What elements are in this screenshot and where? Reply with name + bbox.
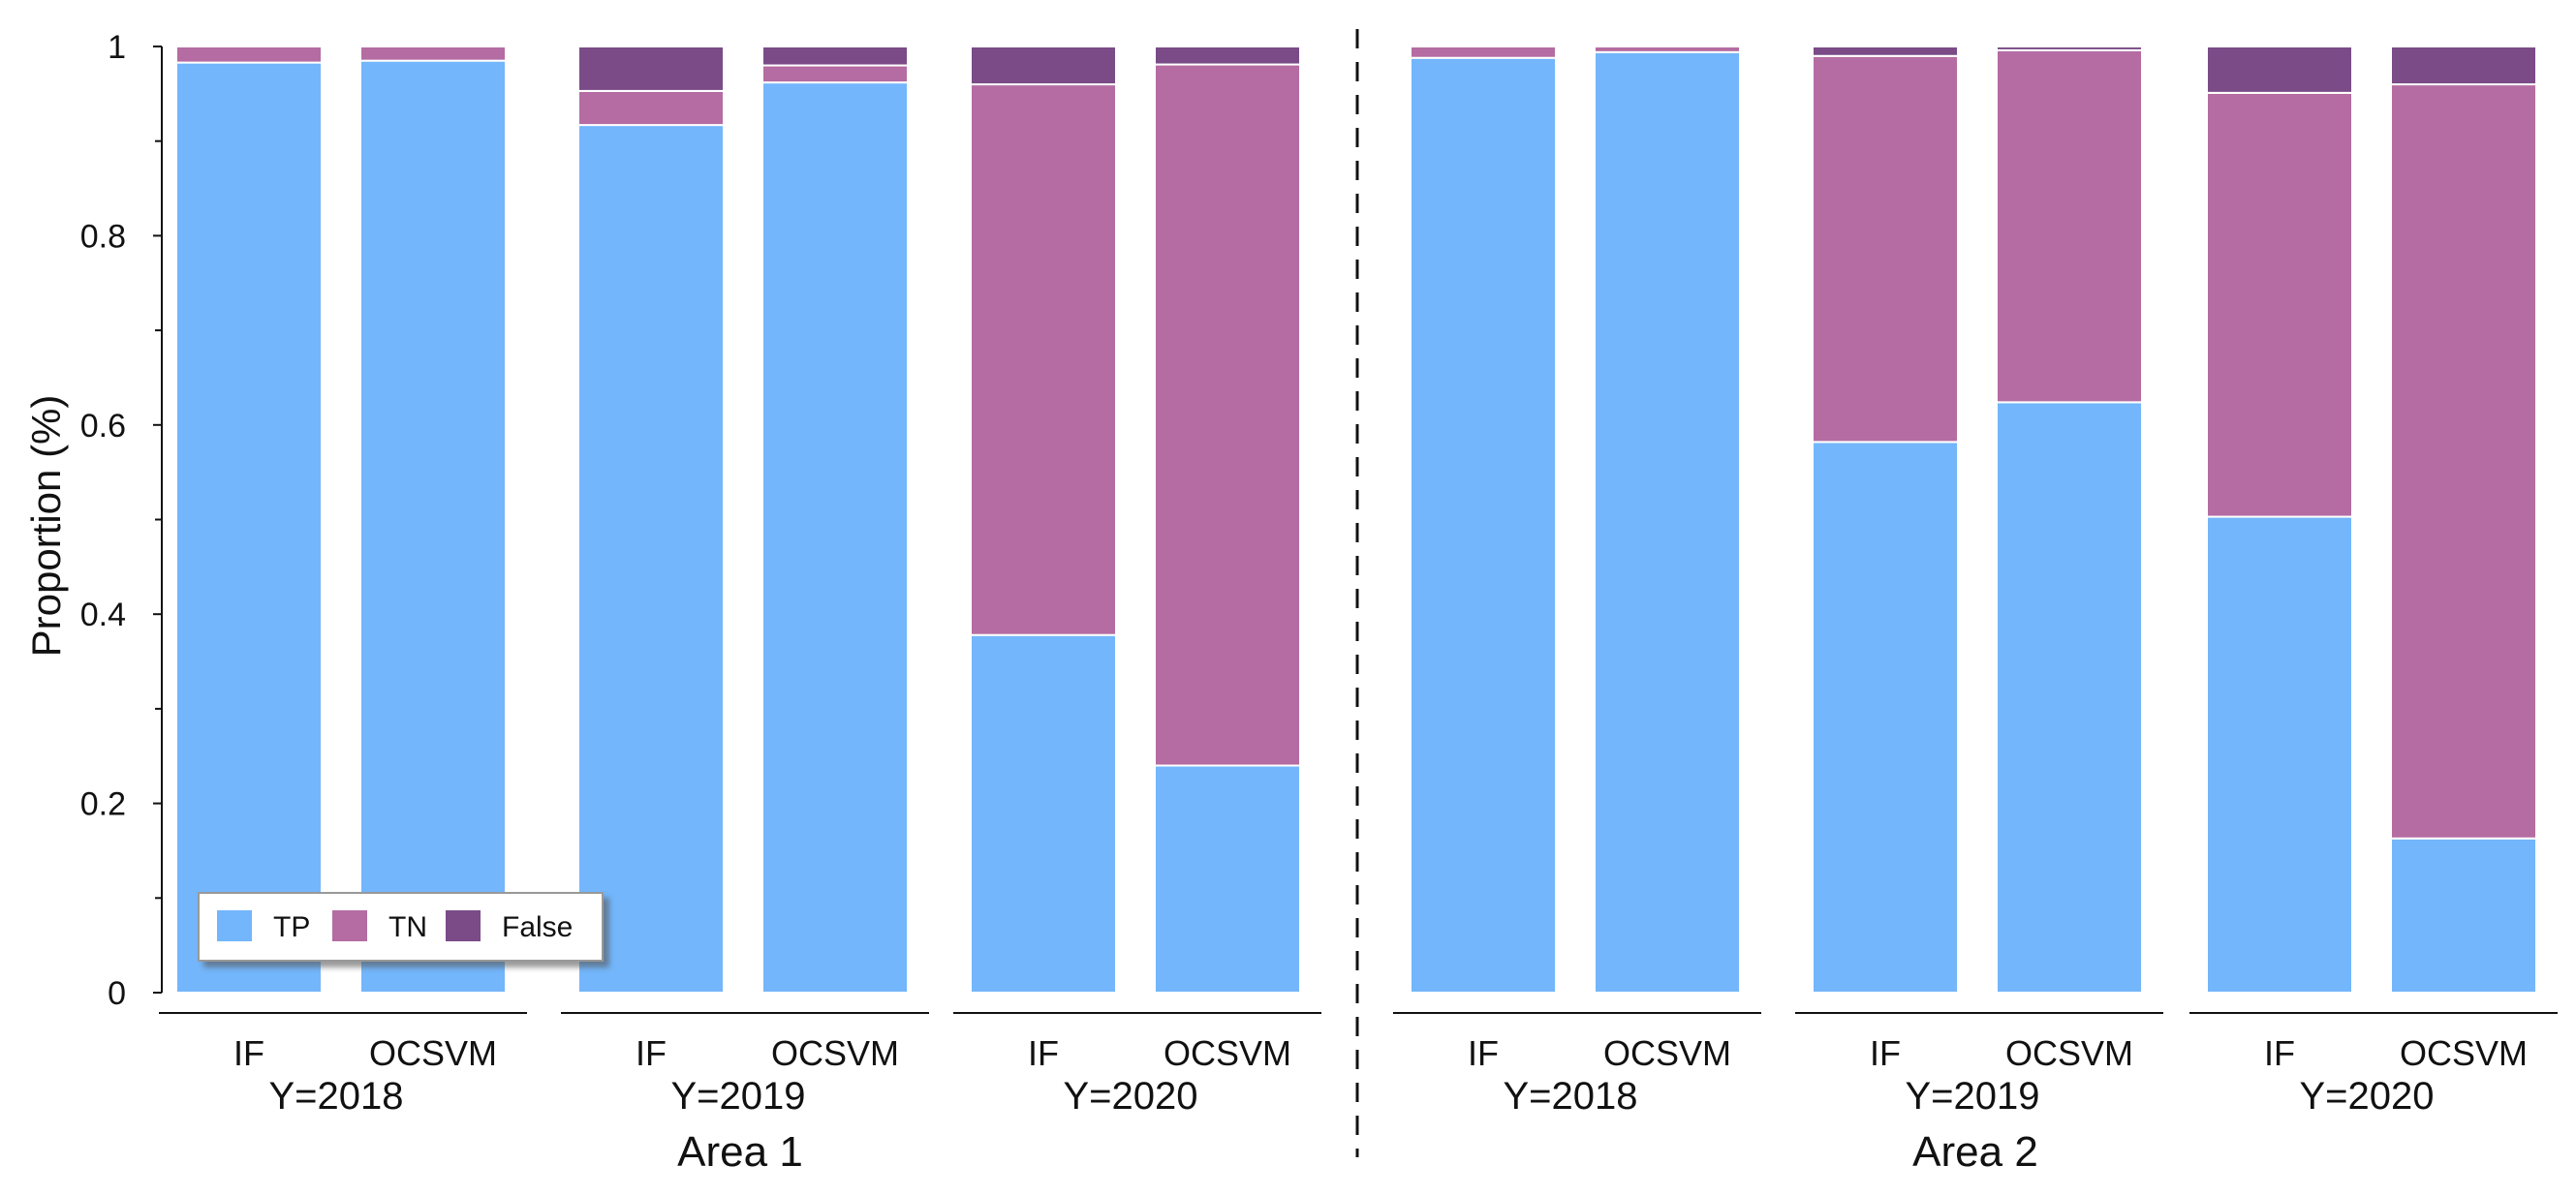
bar-segment-tp — [577, 124, 725, 994]
bar-segment-tn — [970, 83, 1117, 636]
bars — [175, 46, 2537, 995]
method-label: IF — [1028, 1033, 1059, 1073]
bar-segment-false — [761, 46, 909, 67]
bar-segment-tp — [2390, 837, 2537, 995]
bar-segment-tp — [1812, 441, 1959, 994]
method-label: IF — [2264, 1033, 2295, 1073]
method-label: OCSVM — [2005, 1033, 2133, 1073]
bar-segment-tn — [761, 64, 909, 84]
y-tick-label: 0.4 — [80, 597, 126, 633]
method-label: OCSVM — [1603, 1033, 1731, 1073]
bar-segment-tn — [2390, 83, 2537, 840]
legend-label-tn: TN — [388, 911, 427, 943]
bar-segment-tn — [359, 46, 507, 62]
legend-swatch-tn — [332, 910, 367, 941]
bar-segment-tp — [1594, 50, 1741, 994]
bar-segment-tp — [761, 81, 909, 995]
area-label: Area 2 — [1912, 1128, 2038, 1176]
bar-segment-false — [970, 46, 1117, 86]
y-axis-title: Proportion (%) — [23, 395, 69, 658]
y-tick-label: 0.8 — [80, 218, 126, 255]
y-tick-label: 0 — [108, 975, 126, 1012]
area-label: Area 1 — [677, 1128, 803, 1176]
bar-segment-false — [1996, 46, 2143, 51]
bar-segment-tn — [2206, 91, 2353, 518]
legend-box — [198, 892, 604, 962]
method-label: IF — [1870, 1033, 1901, 1073]
bar-segment-tp — [1410, 56, 1557, 994]
bar-segment-tp — [175, 61, 323, 994]
year-label: Y=2020 — [1063, 1075, 1197, 1118]
bar-segment-tn — [1154, 63, 1301, 767]
bar-segment-tn — [577, 89, 725, 127]
legend: TP TN False — [198, 892, 604, 962]
method-label: IF — [636, 1033, 667, 1073]
year-label: Y=2019 — [1905, 1075, 2039, 1118]
bar-segment-tp — [2206, 515, 2353, 994]
bar-segment-false — [577, 46, 725, 92]
y-tick-label: 0.2 — [80, 786, 126, 823]
bar-segment-false — [2390, 46, 2537, 86]
bar-segment-tp — [1996, 401, 2143, 994]
method-label: IF — [1468, 1033, 1499, 1073]
bar-segment-tn — [1594, 46, 1741, 53]
bar-segment-false — [2206, 46, 2353, 94]
bar-segment-tn — [1996, 48, 2143, 404]
year-label: Y=2019 — [670, 1075, 805, 1118]
legend-label-tp: TP — [273, 911, 310, 943]
bar-segment-tp — [359, 59, 507, 994]
year-label: Y=2020 — [2299, 1075, 2434, 1118]
y-tick-label: 1 — [108, 29, 126, 66]
method-label: OCSVM — [2400, 1033, 2528, 1073]
legend-swatch-false — [446, 910, 481, 941]
method-label: OCSVM — [369, 1033, 497, 1073]
bar-segment-tp — [970, 633, 1117, 994]
bar-segment-tn — [175, 46, 323, 64]
year-label: Y=2018 — [1503, 1075, 1637, 1118]
method-label: OCSVM — [771, 1033, 899, 1073]
bar-segment-tp — [1154, 764, 1301, 995]
year-label: Y=2018 — [268, 1075, 403, 1118]
bar-segment-tn — [1410, 46, 1557, 59]
bar-segment-tn — [1812, 54, 1959, 444]
y-axis: 0 0.2 0.4 0.6 0.8 1 Proportion (%) — [23, 29, 163, 1012]
method-label: IF — [233, 1033, 264, 1073]
y-tick-label: 0.6 — [80, 408, 126, 445]
legend-swatch-tp — [217, 910, 252, 941]
bar-segment-false — [1812, 46, 1959, 57]
legend-label-false: False — [502, 911, 573, 943]
method-label: OCSVM — [1164, 1033, 1291, 1073]
bar-segment-false — [1154, 46, 1301, 66]
